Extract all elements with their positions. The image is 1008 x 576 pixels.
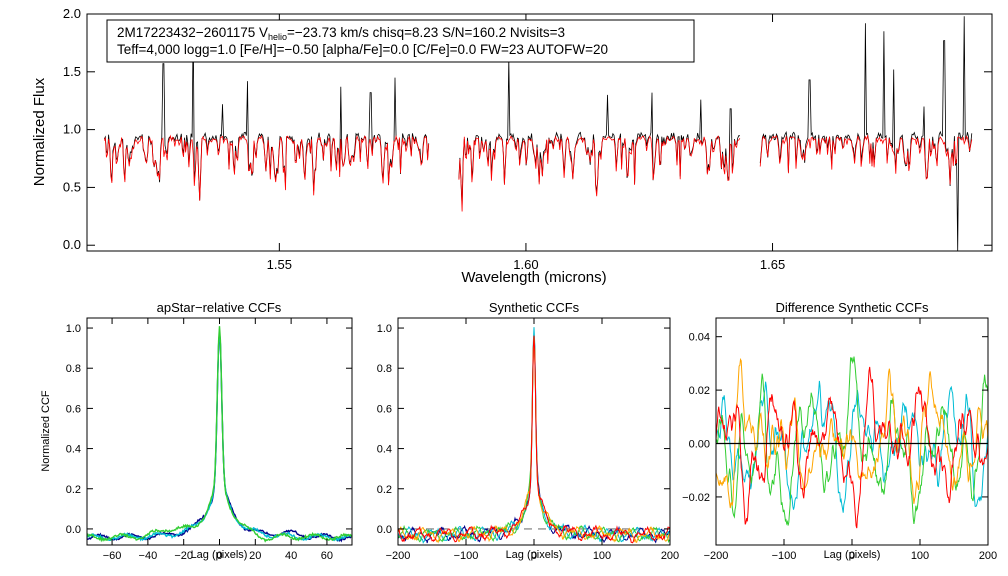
spectrum-model-segment-1 bbox=[103, 134, 430, 201]
synthetic-ccf-visit-3 bbox=[398, 335, 670, 544]
spec-y-tick-label: 0.0 bbox=[63, 237, 81, 252]
ap-x-tick-label: −40 bbox=[139, 550, 158, 562]
synthetic-series-group bbox=[398, 327, 670, 545]
dif-y-tick-label: 0.00 bbox=[689, 439, 710, 451]
ap-y-tick-label: 0.6 bbox=[66, 403, 81, 415]
spectrum-model-segment-3 bbox=[759, 134, 973, 185]
synthetic-ccf-visit-2 bbox=[398, 327, 670, 545]
spec-y-tick-label: 1.0 bbox=[63, 122, 81, 137]
ap-x-tick-label: −60 bbox=[103, 550, 122, 562]
apstar-ccf-visit-3 bbox=[87, 326, 352, 543]
info-line-1-suffix: =−23.73 km/s chisq=8.23 S/N=160.2 Nvisit… bbox=[287, 25, 565, 40]
apstar-ccf-visit-1 bbox=[87, 331, 352, 543]
spectrum-info-box: 2M17223432−2601175 Vhelio=−23.73 km/s ch… bbox=[106, 19, 695, 63]
dif-y-tick-label: −0.02 bbox=[682, 492, 710, 504]
synthetic-ccf-visit-4 bbox=[398, 335, 670, 544]
difference-ccf-diff-2 bbox=[716, 356, 988, 526]
apstar-ticks: −60 −40 −20 0 20 40 60 0.0 0.2 0.4 0.6 0.8 1.0 bbox=[66, 318, 352, 562]
synthetic-ccf-panel: −200 −100 0 100 200 0.0 0.2 0.4 0.6 0.8 1.0 Synthe… bbox=[377, 300, 679, 562]
syn-y-tick-label: 0.8 bbox=[377, 363, 392, 375]
spec-x-tick-label: 1.55 bbox=[267, 257, 292, 272]
spectrum-panel: 1.55 1.60 1.65 0.0 0.5 1.0 1.5 2.0 2M17223432−2… bbox=[31, 6, 993, 286]
dif-y-tick-label: 0.04 bbox=[689, 332, 710, 344]
synthetic-ticks: −200 −100 0 100 200 0.0 0.2 0.4 0.6 0.8 1.0 bbox=[377, 318, 679, 562]
syn-y-tick-label: 0.0 bbox=[377, 524, 392, 536]
apstar-series-group bbox=[87, 326, 352, 543]
spectrum-observed-segment-3 bbox=[759, 16, 973, 251]
synthetic-ccf-visit-1 bbox=[398, 335, 670, 544]
synthetic-ccf-visit-5 bbox=[398, 335, 670, 544]
dif-x-tick-label: 100 bbox=[911, 550, 929, 562]
dif-x-tick-label: −200 bbox=[704, 550, 729, 562]
difference-ccf-diff-1 bbox=[716, 380, 988, 513]
difference-ccf-diff-4 bbox=[716, 366, 988, 529]
difference-series-group bbox=[716, 356, 988, 529]
syn-x-tick-label: 0 bbox=[531, 550, 537, 562]
synthetic-title: Synthetic CCFs bbox=[489, 300, 580, 315]
apstar-x-axis-label: Lag (pixels) bbox=[191, 549, 248, 561]
ap-y-tick-label: 0.8 bbox=[66, 363, 81, 375]
apstar-y-axis-label: Normalized CCF bbox=[40, 390, 52, 472]
syn-y-tick-label: 1.0 bbox=[377, 323, 392, 335]
ap-x-tick-label: 20 bbox=[249, 550, 261, 562]
difference-ccf-panel: −200 −100 0 100 200 −0.02 0.00 0.02 0.04 Differe… bbox=[682, 300, 997, 562]
apstar-ccf-visit-2 bbox=[87, 332, 352, 542]
syn-x-tick-label: 100 bbox=[593, 550, 611, 562]
dif-x-tick-label: 0 bbox=[849, 550, 855, 562]
syn-x-tick-label: −200 bbox=[386, 550, 411, 562]
ap-x-tick-label: −20 bbox=[174, 550, 193, 562]
info-line-1-prefix: 2M17223432−2601175 V bbox=[117, 25, 268, 40]
syn-x-tick-label: 200 bbox=[661, 550, 679, 562]
spec-x-tick-label: 1.65 bbox=[760, 257, 785, 272]
ap-y-tick-label: 0.4 bbox=[66, 444, 81, 456]
difference-ticks: −200 −100 0 100 200 −0.02 0.00 0.02 0.04 bbox=[682, 318, 997, 562]
ap-y-tick-label: 0.2 bbox=[66, 484, 81, 496]
spec-y-tick-label: 2.0 bbox=[63, 6, 81, 21]
spectrum-ticks: 1.55 1.60 1.65 0.0 0.5 1.0 1.5 2.0 bbox=[63, 6, 992, 272]
apstar-axes-frame bbox=[86, 317, 353, 546]
info-line-1-subscript: helio bbox=[268, 32, 287, 42]
dif-y-tick-label: 0.02 bbox=[689, 385, 710, 397]
dif-x-tick-label: −100 bbox=[772, 550, 797, 562]
spec-y-tick-label: 0.5 bbox=[63, 179, 81, 194]
spectrum-x-axis-label: Wavelength (microns) bbox=[461, 269, 606, 286]
spectrum-axes-frame bbox=[86, 13, 993, 252]
ap-y-tick-label: 1.0 bbox=[66, 323, 81, 335]
spec-y-tick-label: 1.5 bbox=[63, 64, 81, 79]
spectrum-series-group bbox=[103, 16, 973, 251]
spectrum-observed-segment-2 bbox=[458, 57, 740, 206]
syn-x-tick-label: −100 bbox=[454, 550, 479, 562]
apstar-title: apStar−relative CCFs bbox=[157, 300, 282, 315]
syn-y-tick-label: 0.4 bbox=[377, 444, 392, 456]
synthetic-x-axis-label: Lag (pixels) bbox=[506, 549, 563, 561]
syn-y-tick-label: 0.2 bbox=[377, 484, 392, 496]
spectrum-model-segment-2 bbox=[458, 135, 741, 212]
apstar-ccf-panel: −60 −40 −20 0 20 40 60 0.0 0.2 0.4 0.6 0.8 1.0 apSta… bbox=[40, 300, 353, 562]
info-box-frame bbox=[106, 19, 695, 63]
dif-x-tick-label: 200 bbox=[979, 550, 997, 562]
ap-x-tick-label: 0 bbox=[216, 550, 222, 562]
info-line-1: 2M17223432−2601175 Vhelio=−23.73 km/s ch… bbox=[117, 25, 565, 42]
synthetic-axes-frame bbox=[397, 317, 671, 546]
difference-ccf-diff-3 bbox=[716, 357, 988, 509]
info-line-2: Teff=4,000 logg=1.0 [Fe/H]=−0.50 [alpha/… bbox=[117, 42, 608, 57]
ap-x-tick-label: 60 bbox=[321, 550, 333, 562]
spec-x-tick-label: 1.60 bbox=[513, 257, 538, 272]
difference-title: Difference Synthetic CCFs bbox=[776, 300, 929, 315]
syn-y-tick-label: 0.6 bbox=[377, 403, 392, 415]
ap-y-tick-label: 0.0 bbox=[66, 524, 81, 536]
ap-x-tick-label: 40 bbox=[285, 550, 297, 562]
difference-x-axis-label: Lag (pixels) bbox=[824, 549, 881, 561]
spectrum-y-axis-label: Normalized Flux bbox=[31, 77, 48, 186]
